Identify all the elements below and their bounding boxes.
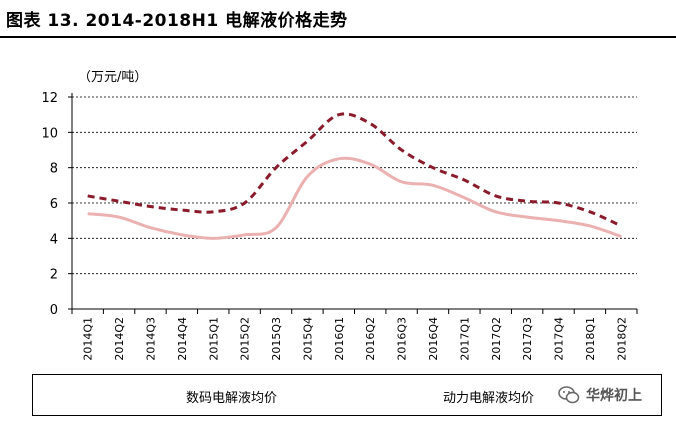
y-axis-unit-label: （万元/吨） [78, 70, 148, 85]
x-tick-label: 2014Q3 [144, 317, 157, 361]
x-tick-label: 2014Q4 [176, 317, 189, 361]
series-line-power [87, 156, 622, 240]
chart-legend: 数码电解液均价 动力电解液均价 [32, 374, 662, 416]
y-tick-label: 2 [50, 268, 58, 283]
grid-lines [72, 96, 637, 275]
legend-label-digital: 数码电解液均价 [186, 391, 278, 406]
y-tick-label: 10 [41, 126, 58, 141]
x-tick-label: 2017Q2 [490, 317, 503, 361]
y-tick-label: 6 [50, 197, 58, 212]
y-tick-label: 8 [50, 162, 58, 177]
x-tick-label: 2017Q3 [521, 317, 534, 361]
page-title: 图表 13. 2014-2018H1 电解液价格走势 [6, 11, 348, 31]
axes [68, 93, 638, 314]
title-divider [0, 36, 676, 38]
x-tick-label: 2015Q1 [207, 317, 220, 361]
x-tick-label: 2014Q1 [82, 317, 95, 361]
series-line-digital [87, 112, 622, 228]
x-tick-label: 2015Q2 [239, 317, 252, 361]
price-line-chart: 0 2 4 6 8 10 12 2014Q1 2014Q2 2014Q3 2014Q4 2015Q1… [41, 91, 638, 361]
y-tick-label: 0 [50, 303, 58, 318]
y-tick-label: 12 [41, 91, 58, 106]
x-tick-label: 2016Q1 [333, 317, 346, 361]
y-tick-labels: 0 2 4 6 8 10 12 [41, 91, 58, 318]
x-tick-label: 2018Q1 [584, 317, 597, 361]
legend-label-power: 动力电解液均价 [443, 391, 535, 406]
x-tick-label: 2016Q2 [364, 317, 377, 361]
x-tick-label: 2015Q4 [301, 317, 314, 361]
wechat-icon [558, 386, 580, 404]
x-tick-label: 2017Q1 [458, 317, 471, 361]
x-tick-label: 2014Q2 [113, 317, 126, 361]
watermark-text: 华烨初上 [586, 388, 642, 404]
x-tick-label: 2015Q3 [270, 317, 283, 361]
x-tick-labels: 2014Q1 2014Q2 2014Q3 2014Q4 2015Q1 2015Q2 2015… [82, 317, 629, 361]
series-lines [87, 112, 622, 240]
x-tick-label: 2016Q4 [427, 317, 440, 361]
x-tick-label: 2016Q3 [396, 317, 409, 361]
x-tick-label: 2017Q4 [553, 317, 566, 361]
y-tick-label: 4 [50, 232, 58, 247]
x-tick-label: 2018Q2 [615, 317, 628, 361]
